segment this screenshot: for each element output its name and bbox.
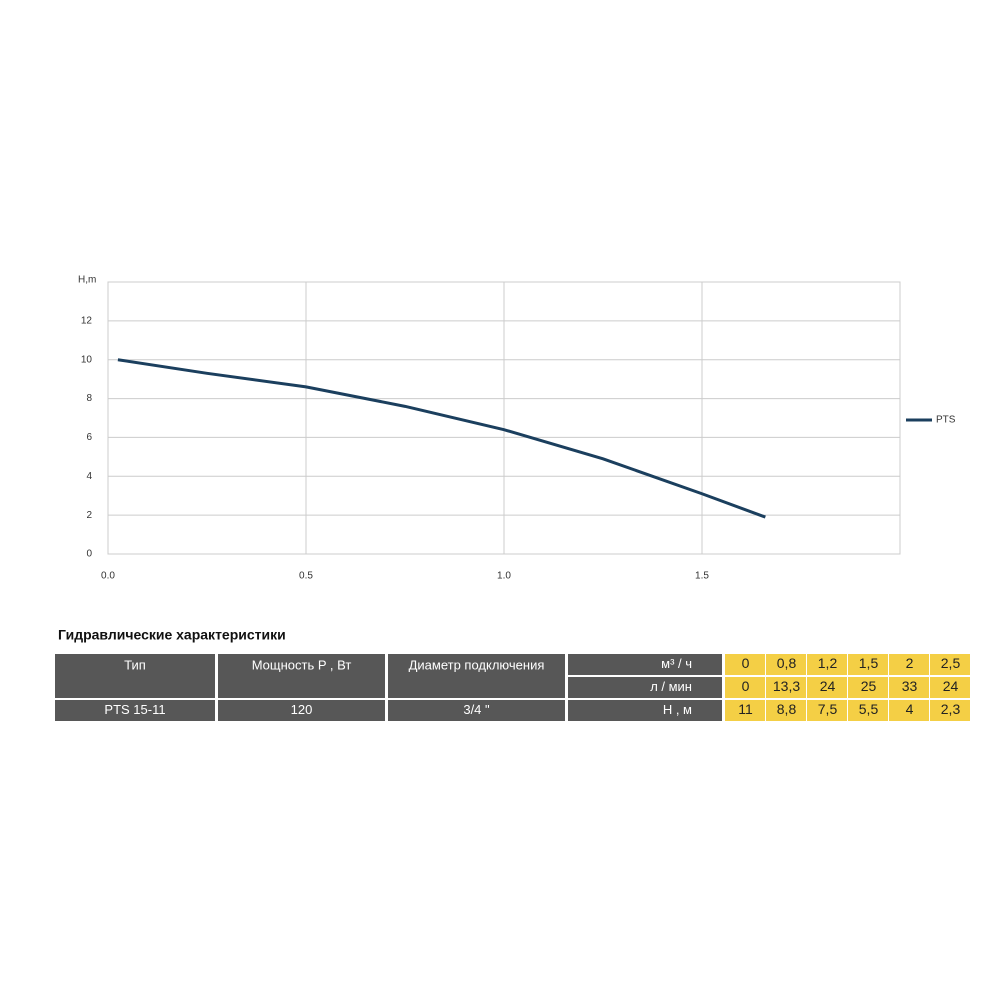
value-text: 0 (742, 655, 750, 671)
value-text: 0,8 (777, 655, 797, 671)
value-cell (930, 677, 970, 698)
header-text: Тип (124, 657, 146, 672)
value-cell (766, 654, 806, 675)
y-tick-label: 4 (86, 471, 92, 482)
y-tick-label: 6 (86, 432, 92, 443)
value-cell (889, 677, 929, 698)
value-cell (766, 677, 806, 698)
x-tick-label: 0.0 (101, 571, 115, 582)
x-tick-label: 1.5 (695, 571, 709, 582)
unit-cell (568, 700, 722, 721)
header-text: Мощность P , Вт (252, 657, 352, 672)
value-text: 2,3 (941, 701, 961, 717)
value-text: 11 (738, 701, 753, 717)
y-tick-label: 0 (86, 549, 92, 560)
value-text: 24 (943, 678, 959, 694)
value-text: 2,5 (941, 655, 961, 671)
y-tick-label: 2 (86, 510, 92, 521)
value-text: 0 (742, 678, 750, 694)
header-cell (55, 654, 215, 698)
value-cell (807, 677, 847, 698)
value-cell (807, 700, 847, 721)
value-cell (930, 700, 970, 721)
value-cell (807, 654, 847, 675)
x-tick-label: 1.0 (497, 571, 511, 582)
unit-cell (568, 677, 722, 698)
x-tick-label: 0.5 (299, 571, 313, 582)
value-text: 1,5 (859, 655, 879, 671)
model-cell (55, 700, 215, 721)
value-text: 8,8 (777, 701, 797, 717)
value-cell (725, 700, 765, 721)
line (117, 358, 766, 519)
value-text: 24 (820, 678, 836, 694)
model-text: PTS 15-11 (104, 702, 165, 717)
value-cell (725, 654, 765, 675)
model-text: 120 (291, 702, 313, 717)
value-text: 1,2 (818, 655, 838, 671)
value-cell (930, 654, 970, 675)
value-text: 13,3 (773, 678, 800, 694)
y-tick-label: 10 (81, 354, 93, 365)
model-cell (388, 700, 565, 721)
unit-text: м³ / ч (661, 656, 692, 671)
value-text: 25 (861, 678, 877, 694)
value-text: 2 (906, 655, 914, 671)
header-cell (388, 654, 565, 698)
value-cell (848, 700, 888, 721)
value-text: 4 (906, 701, 914, 717)
y-tick-label: 8 (86, 393, 92, 404)
value-cell (725, 677, 765, 698)
model-text: 3/4 " (463, 702, 490, 717)
value-cell (889, 700, 929, 721)
header-cell (218, 654, 385, 698)
table-title: Гидравлические характеристики (58, 627, 286, 643)
unit-text: л / мин (650, 679, 692, 694)
value-text: 7,5 (818, 701, 838, 717)
unit-cell (568, 654, 722, 675)
legend-label: PTS (936, 415, 956, 426)
y-tick-label: 12 (81, 315, 93, 326)
value-cell (848, 677, 888, 698)
value-text: 5,5 (859, 701, 879, 717)
value-cell (889, 654, 929, 675)
header-text: Диаметр подключения (409, 657, 545, 672)
y-axis-label: H,m (78, 275, 96, 286)
model-cell (218, 700, 385, 721)
unit-text: Н , м (663, 702, 692, 717)
value-text: 33 (902, 678, 918, 694)
value-cell (848, 654, 888, 675)
value-cell (766, 700, 806, 721)
